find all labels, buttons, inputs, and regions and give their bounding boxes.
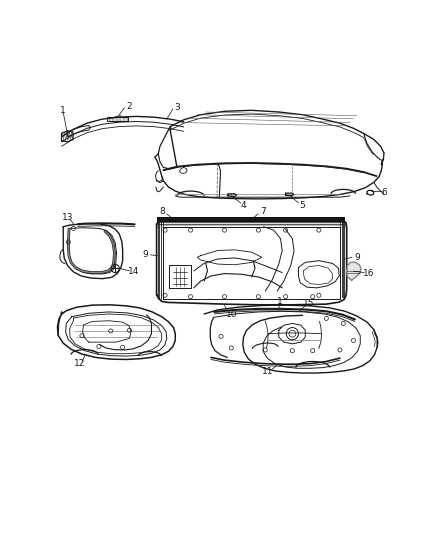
Text: 14: 14 — [128, 268, 139, 277]
Bar — [157, 225, 345, 227]
Text: 9: 9 — [354, 253, 360, 262]
Text: 13: 13 — [62, 213, 74, 222]
Text: 4: 4 — [240, 200, 246, 209]
Text: 15: 15 — [303, 298, 314, 308]
Text: 5: 5 — [299, 200, 305, 209]
Text: 1: 1 — [277, 297, 283, 306]
Text: 6: 6 — [381, 188, 387, 197]
Text: 8: 8 — [160, 207, 166, 216]
Text: 3: 3 — [174, 103, 180, 112]
Bar — [107, 117, 128, 121]
Bar — [157, 217, 345, 222]
Text: 2: 2 — [126, 102, 131, 111]
Text: 12: 12 — [74, 359, 85, 368]
Text: 1: 1 — [60, 106, 66, 115]
Text: 16: 16 — [363, 269, 374, 278]
Text: 9: 9 — [143, 251, 148, 260]
Text: 7: 7 — [260, 207, 266, 216]
Text: 11: 11 — [262, 367, 274, 376]
Text: 10: 10 — [226, 310, 237, 319]
Polygon shape — [346, 262, 361, 280]
Bar — [157, 222, 345, 224]
